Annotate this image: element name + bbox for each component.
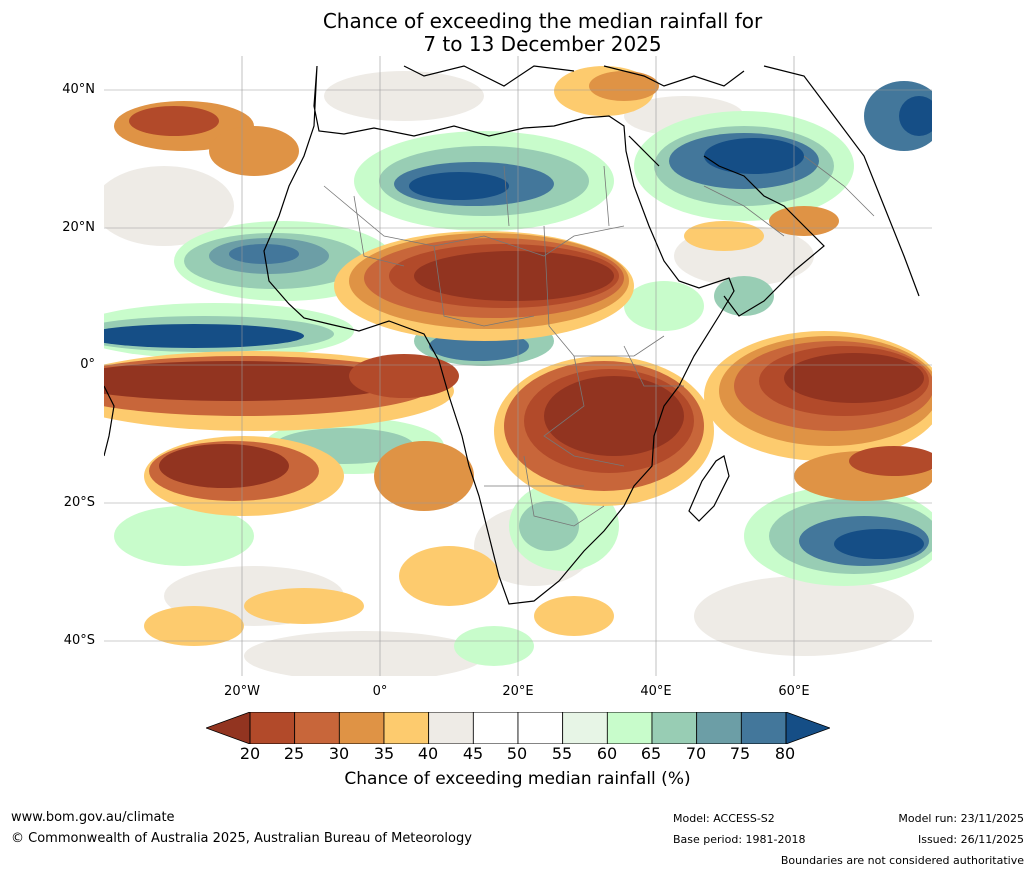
lon-label-0: 0°	[372, 684, 388, 699]
colorbar-segment	[517, 712, 564, 744]
colorbar-tick: 45	[462, 744, 484, 763]
lat-label-20n: 20°N	[62, 220, 95, 235]
copyright: © Commonwealth of Australia 2025, Austra…	[11, 831, 472, 846]
lon-label-20w: 20°W	[224, 684, 260, 699]
colorbar-segment	[606, 712, 653, 744]
dry-regions	[104, 66, 932, 646]
issued-date: Issued: 26/11/2025	[917, 833, 1024, 846]
lat-label-20s: 20°S	[63, 495, 95, 510]
colorbar-label: Chance of exceeding median rainfall (%)	[344, 769, 691, 789]
lon-label-40e: 40°E	[640, 684, 672, 699]
colorbar-tick: 20	[239, 744, 261, 763]
colorbar-segment	[472, 712, 519, 744]
lon-label-20e: 20°E	[502, 684, 534, 699]
colorbar-segment	[562, 712, 608, 744]
colorbar-tick: 70	[685, 744, 707, 763]
colorbar-tick: 65	[640, 744, 662, 763]
colorbar-segment	[338, 712, 385, 744]
colorbar-segments	[249, 712, 787, 744]
colorbar-tick: 60	[596, 744, 618, 763]
colorbar-tick: 30	[328, 744, 350, 763]
colorbar-tick: 80	[774, 744, 796, 763]
boundaries-disclaimer: Boundaries are not considered authoritat…	[780, 854, 1024, 867]
colorbar-tick: 35	[373, 744, 395, 763]
colorbar-segment	[651, 712, 698, 744]
colorbar-tick: 40	[417, 744, 439, 763]
base-period: Base period: 1981-2018	[673, 833, 806, 846]
colorbar-tick: 55	[551, 744, 573, 763]
colorbar-segment	[740, 712, 787, 744]
colorbar-arrow-left	[206, 712, 251, 744]
rainfall-probability-map	[104, 56, 932, 676]
model-run: Model run: 23/11/2025	[898, 812, 1024, 825]
colorbar-segment	[294, 712, 340, 744]
colorbar-segment	[428, 712, 474, 744]
chart-title-line-1: Chance of exceeding the median rainfall …	[322, 9, 763, 33]
lat-label-40n: 40°N	[62, 82, 95, 97]
colorbar-arrow-right	[785, 712, 830, 744]
colorbar-segment	[696, 712, 742, 744]
lat-label-40s: 40°S	[63, 633, 95, 648]
lat-label-0: 0°	[80, 357, 95, 372]
coastlines	[104, 65, 920, 605]
colorbar-segment	[383, 712, 430, 744]
colorbar-tick: 75	[729, 744, 751, 763]
lon-label-60e: 60°E	[778, 684, 810, 699]
graticule	[104, 56, 932, 676]
colorbar-tick: 50	[506, 744, 528, 763]
country-borders	[323, 155, 875, 527]
colorbar	[206, 712, 830, 744]
model-name: Model: ACCESS-S2	[673, 812, 775, 825]
website-link[interactable]: www.bom.gov.au/climate	[11, 810, 175, 825]
colorbar-tick: 25	[283, 744, 305, 763]
chart-title-line-2: 7 to 13 December 2025	[423, 32, 662, 56]
colorbar-segment	[249, 712, 296, 744]
